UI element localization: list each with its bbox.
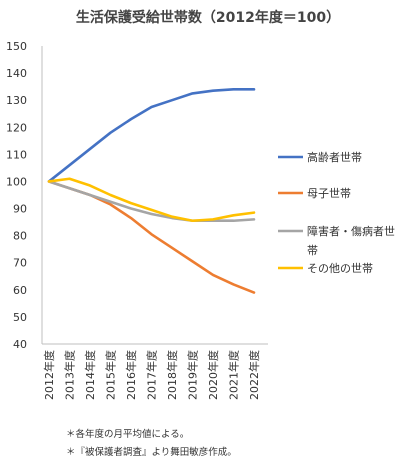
- series-line-4: [47, 177, 256, 223]
- legend-label: 母子世帯: [307, 187, 351, 200]
- chart-title: 生活保護受給世帯数（2012年度＝100）: [76, 9, 340, 26]
- x-tick-label: 2018年度: [165, 350, 179, 400]
- series-line-1: [47, 88, 256, 183]
- y-tick-label: 110: [6, 148, 27, 161]
- y-tick-label: 40: [13, 338, 27, 351]
- legend-label: 高齢者世帯: [307, 150, 362, 164]
- x-tick-label: 2012年度: [42, 350, 56, 400]
- y-tick-label: 70: [13, 257, 27, 270]
- footnote-2: ＊『被保護者調査』より舞田敏彦作成。: [66, 446, 237, 458]
- series-line-2: [47, 180, 256, 294]
- y-tick-label: 60: [13, 284, 27, 297]
- series-lines: [47, 88, 256, 294]
- x-axis-ticks: 2012年度 2013年度 2014年度 2015年度 2016年度 2017年度 2018…: [42, 350, 261, 400]
- x-tick-label: 2015年度: [104, 350, 118, 400]
- y-tick-label: 150: [6, 40, 27, 53]
- x-tick-label: 2020年度: [206, 350, 220, 400]
- y-tick-label: 120: [6, 121, 27, 134]
- x-tick-label: 2022年度: [247, 350, 261, 400]
- y-axis-ticks: 40 50 60 70 80 90 100 110 120 130 140 150: [6, 40, 27, 351]
- x-tick-label: 2017年度: [145, 350, 159, 400]
- y-tick-label: 80: [13, 230, 27, 243]
- legend-label: 障害者・傷病者世帯: [307, 224, 395, 257]
- x-tick-label: 2021年度: [227, 350, 241, 400]
- footnote-1: ＊各年度の月平均値による。: [66, 428, 189, 440]
- x-tick-label: 2013年度: [63, 350, 77, 400]
- y-tick-label: 50: [13, 311, 27, 324]
- series-line-3: [47, 180, 256, 223]
- x-tick-label: 2019年度: [186, 350, 200, 400]
- y-tick-label: 140: [6, 67, 27, 80]
- x-tick-label: 2016年度: [124, 350, 138, 400]
- y-tick-label: 100: [6, 175, 27, 188]
- y-tick-label: 130: [6, 94, 27, 107]
- legend-label: その他の世帯: [307, 262, 373, 275]
- y-tick-label: 90: [13, 203, 27, 216]
- x-tick-label: 2014年度: [83, 350, 97, 400]
